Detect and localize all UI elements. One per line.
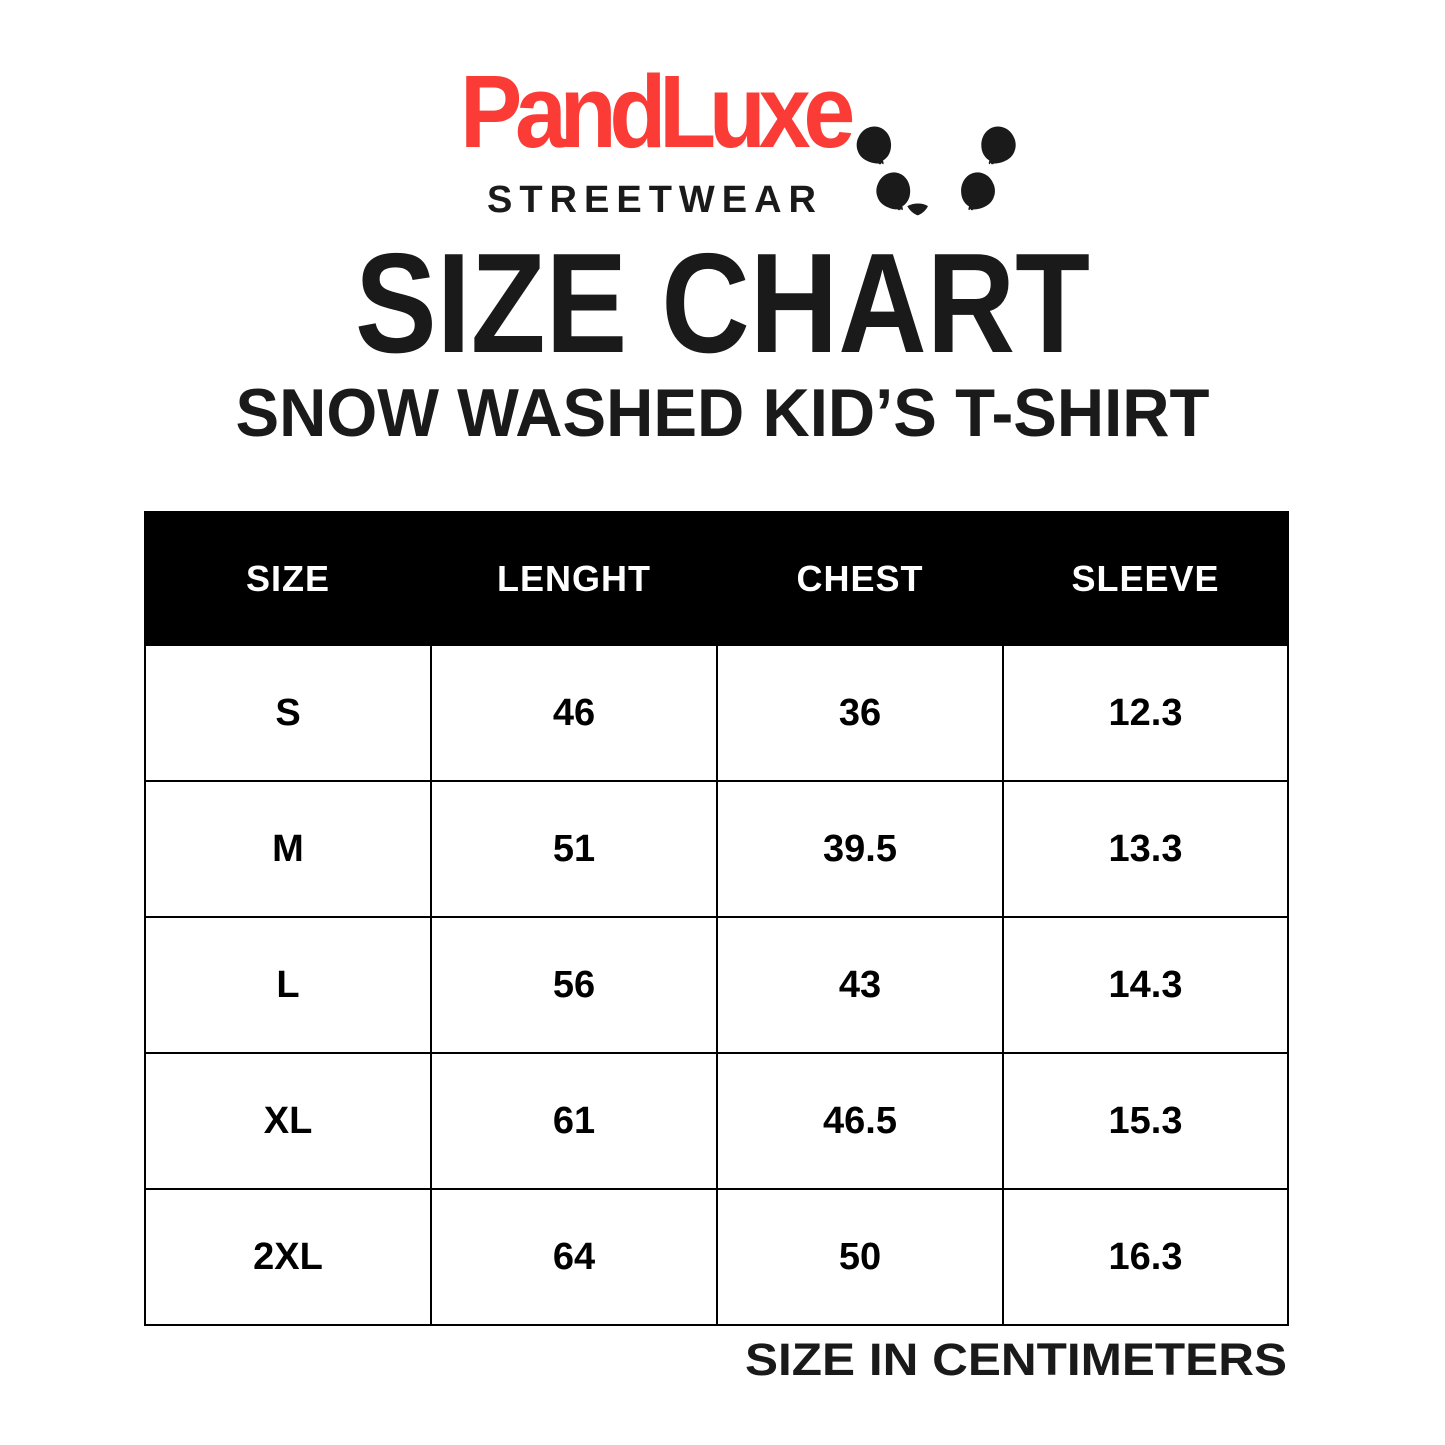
svg-text:STREETWEAR: STREETWEAR xyxy=(487,179,823,221)
svg-text:PandLuxe: PandLuxe xyxy=(460,55,852,169)
svg-text:SNOW WASHED KID’S T-SHIRT: SNOW WASHED KID’S T-SHIRT xyxy=(236,384,1210,451)
svg-text:SIZE IN CENTIMETERS: SIZE IN CENTIMETERS xyxy=(745,1335,1287,1385)
svg-text:SIZE CHART: SIZE CHART xyxy=(355,244,1090,383)
